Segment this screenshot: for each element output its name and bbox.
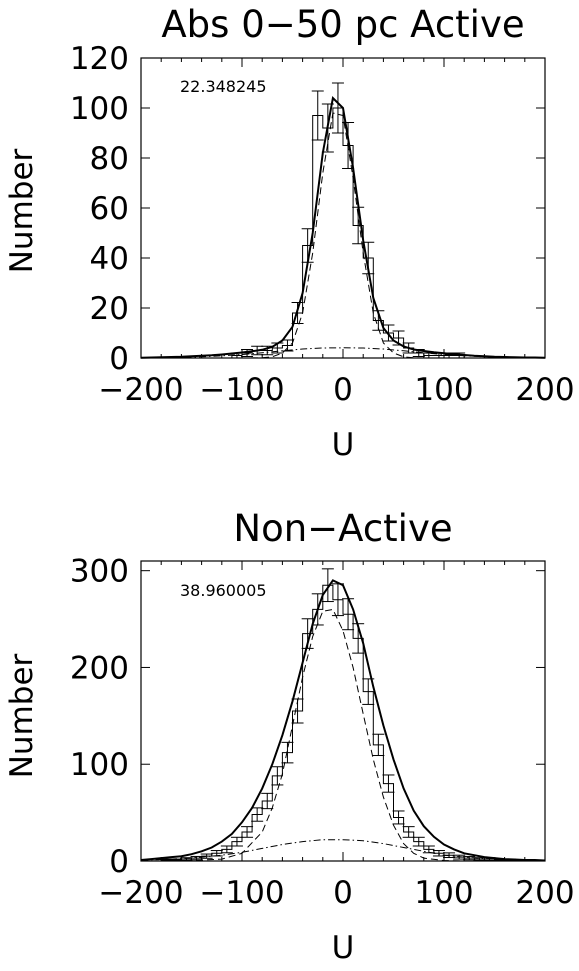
non-active-panel-plot-area: −200 −100 0 100 200 0 100 200 300 (70, 554, 575, 911)
non-active-panel-error-bar (241, 826, 254, 838)
active-panel-ytick-label: 40 (90, 241, 129, 277)
active-panel-ytick-label: 0 (109, 341, 129, 377)
non-active-panel-error-bar (453, 854, 466, 860)
active-panel-ytick-label: 20 (90, 291, 129, 327)
non-active-panel: Non−Active 38.960005 U Number −200 −100 0 1… (4, 507, 575, 966)
active-panel-xtick-label: −200 (98, 372, 183, 408)
active-panel-ytick-label: 120 (70, 41, 129, 77)
active-panel: Abs 0−50 pc Active 22.348245 U Number −2… (4, 3, 575, 463)
active-panel-title: Abs 0−50 pc Active (161, 3, 524, 46)
non-active-panel-error-bar (230, 836, 243, 847)
non-active-panel-error-bar (382, 774, 395, 793)
non-active-panel-error-bar (432, 850, 445, 857)
non-active-panel-curve-dashed (140, 608, 545, 862)
non-active-panel-ytick-label: 200 (70, 650, 129, 686)
active-panel-error-bar (311, 90, 324, 141)
active-panel-annotation: 22.348245 (180, 77, 267, 96)
active-panel-error-bar (241, 349, 254, 357)
non-active-panel-error-bar (372, 733, 385, 757)
active-panel-xlabel: U (332, 427, 355, 463)
non-active-panel-xtick-label: 100 (414, 875, 473, 911)
active-panel-ytick-label: 100 (70, 91, 129, 127)
active-panel-xtick-label: 0 (333, 372, 353, 408)
active-panel-ytick-label: 60 (90, 191, 129, 227)
non-active-panel-xtick-label: −200 (98, 875, 183, 911)
non-active-panel-ytick-label: 100 (70, 747, 129, 783)
non-active-panel-error-bar (463, 855, 476, 861)
active-panel-ytick-label: 80 (90, 141, 129, 177)
non-active-panel-xtick-label: −100 (199, 875, 284, 911)
non-active-panel-error-bar (271, 766, 284, 786)
non-active-panel-xtick-label: 0 (333, 875, 353, 911)
non-active-panel-ylabel: Number (4, 653, 40, 778)
non-active-panel-xtick-label: 200 (515, 875, 574, 911)
non-active-panel-annotation: 38.960005 (180, 581, 267, 600)
non-active-panel-histogram (141, 584, 516, 862)
active-panel-curve-dashdot (140, 347, 546, 359)
active-panel-curve-dashed (141, 112, 545, 359)
active-panel-error-bar (331, 82, 344, 134)
non-active-panel-error-bar (261, 792, 274, 810)
non-active-panel-ytick-label: 300 (70, 554, 129, 590)
non-active-panel-error-bar (402, 826, 415, 838)
non-active-panel-error-bar (392, 810, 405, 825)
active-panel-frame (140, 57, 546, 359)
active-panel-ylabel: Number (4, 148, 40, 273)
non-active-panel-curve-solid (140, 579, 546, 862)
non-active-panel-ytick-label: 0 (109, 844, 129, 880)
non-active-panel-error-bar (281, 741, 294, 764)
non-active-panel-error-bar (220, 845, 233, 854)
active-panel-xtick-label: 200 (515, 372, 574, 408)
non-active-panel-error-bar (412, 836, 425, 847)
non-active-panel-xlabel: U (332, 930, 355, 966)
non-active-panel-title: Non−Active (233, 507, 452, 550)
non-active-panel-error-bar (200, 853, 213, 859)
active-panel-xtick-label: −100 (199, 372, 284, 408)
non-active-panel-curve-dashdot (140, 839, 546, 861)
active-panel-xtick-label: 100 (414, 372, 473, 408)
non-active-panel-error-bar (321, 568, 334, 603)
active-panel-plot-area: −200 −100 0 100 200 0 20 40 60 80 100 120 (70, 41, 575, 408)
